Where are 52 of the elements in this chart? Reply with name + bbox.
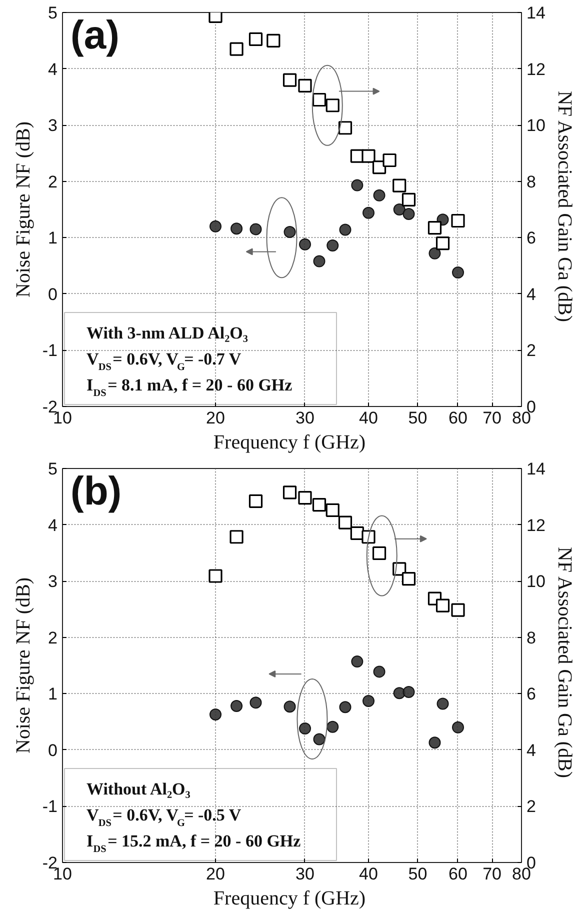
y2-tick-label: 10 (526, 572, 546, 592)
annotation: With 3-nm ALD Al₂O₃ (86, 324, 248, 342)
x-tick-label: 40 (359, 408, 378, 428)
x-tick-label: 30 (296, 864, 314, 884)
x-tick-label: 40 (359, 864, 378, 884)
y2-tick-label: 12 (526, 516, 546, 535)
y2-tick-label: 14 (526, 4, 546, 22)
y-tick-label: 4 (48, 516, 58, 535)
y-tick-label: 5 (48, 460, 58, 478)
y-axis-title: Noise Figure NF (dB) (12, 577, 34, 754)
y2-tick-label: 2 (526, 797, 536, 816)
x-tick-label: 20 (206, 864, 225, 884)
y2-tick-label: 2 (526, 341, 536, 360)
x-tick-label: 70 (482, 864, 502, 884)
y-tick-label: 1 (48, 684, 58, 704)
y2-axis-title: NF Associated Gain Ga (dB) (553, 90, 576, 322)
y-tick-label: 3 (48, 572, 58, 592)
y-tick-label: 0 (48, 740, 58, 760)
y-tick-label: 4 (48, 60, 58, 79)
y-tick-label: -1 (42, 341, 58, 360)
y2-axis-title: NF Associated Gain Ga (dB) (553, 546, 576, 778)
y2-tick-label: 8 (526, 172, 536, 192)
x-axis-title: Frequency f (GHz) (213, 888, 366, 910)
y2-tick-label: 8 (526, 628, 536, 648)
y2-tick-label: 4 (526, 284, 536, 304)
x-tick-label: 60 (448, 864, 468, 884)
chart-title: (a) (70, 14, 120, 58)
x-tick-label: 60 (448, 408, 468, 428)
x-tick-label: 10 (53, 864, 72, 884)
y2-tick-label: 4 (526, 740, 536, 760)
y-tick-label: 3 (48, 116, 58, 136)
x-tick-label: 20 (206, 408, 225, 428)
y-tick-label: -1 (42, 797, 58, 816)
y2-tick-label: 6 (526, 684, 536, 704)
y-tick-label: 2 (48, 628, 58, 648)
x-tick-label: 10 (53, 408, 72, 428)
y-tick-label: 1 (48, 228, 58, 248)
y2-tick-label: 12 (526, 60, 546, 79)
y-axis-title: Noise Figure NF (dB) (12, 121, 34, 298)
x-axis-title: Frequency f (GHz) (213, 432, 366, 454)
y2-tick-label: 14 (526, 460, 546, 478)
annotation: Without Al₂O₃ (86, 780, 190, 798)
y-tick-label: 5 (48, 4, 58, 22)
y2-tick-label: 10 (526, 116, 546, 136)
x-tick-label: 30 (296, 408, 314, 428)
x-tick-label: 50 (408, 408, 428, 428)
y-tick-label: 0 (48, 284, 58, 304)
y2-tick-label: 6 (526, 228, 536, 248)
x-tick-label: 50 (408, 864, 428, 884)
chart-title: (b) (70, 470, 122, 514)
y-tick-label: 2 (48, 172, 58, 192)
x-tick-label: 70 (482, 408, 502, 428)
